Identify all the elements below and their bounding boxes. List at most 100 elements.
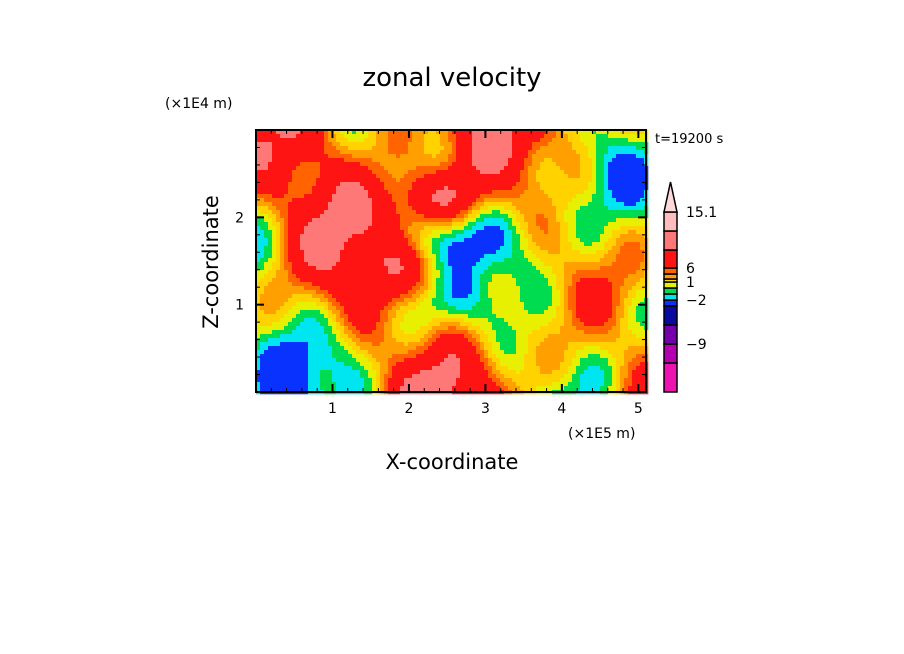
- field-cell: [624, 146, 629, 151]
- field-cell: [296, 162, 301, 167]
- field-cell: [304, 138, 309, 143]
- field-cell: [300, 178, 305, 183]
- field-cell: [576, 314, 581, 319]
- field-cell: [372, 182, 377, 187]
- field-cell: [620, 274, 625, 279]
- field-cell: [256, 230, 261, 235]
- field-cell: [532, 210, 537, 215]
- field-cell: [600, 222, 605, 227]
- field-cell: [332, 266, 337, 271]
- field-cell: [548, 290, 553, 295]
- field-cell: [352, 134, 357, 139]
- field-cell: [424, 198, 429, 203]
- field-cell: [260, 146, 265, 151]
- field-cell: [568, 242, 573, 247]
- field-cell: [308, 282, 313, 287]
- field-cell: [308, 142, 313, 147]
- field-cell: [352, 178, 357, 183]
- field-cell: [328, 158, 333, 163]
- field-cell: [520, 310, 525, 315]
- field-cell: [304, 218, 309, 223]
- field-cell: [528, 158, 533, 163]
- field-cell: [256, 290, 261, 295]
- field-cell: [532, 174, 537, 179]
- field-cell: [460, 222, 465, 227]
- field-cell: [592, 306, 597, 311]
- field-cell: [396, 198, 401, 203]
- field-cell: [584, 222, 589, 227]
- field-cell: [544, 242, 549, 247]
- field-cell: [592, 246, 597, 251]
- field-cell: [620, 202, 625, 207]
- field-cell: [276, 194, 281, 199]
- field-cell: [484, 166, 489, 171]
- field-cell: [564, 314, 569, 319]
- field-cell: [412, 226, 417, 231]
- field-cell: [520, 326, 525, 331]
- field-cell: [552, 214, 557, 219]
- field-cell: [548, 258, 553, 263]
- field-cell: [576, 234, 581, 239]
- field-cell: [380, 194, 385, 199]
- field-cell: [632, 322, 637, 327]
- field-cell: [332, 270, 337, 275]
- field-cell: [352, 190, 357, 195]
- field-cell: [500, 218, 505, 223]
- field-cell: [368, 198, 373, 203]
- field-cell: [272, 278, 277, 283]
- field-cell: [320, 130, 325, 135]
- field-cell: [536, 166, 541, 171]
- field-cell: [356, 290, 361, 295]
- field-cell: [340, 302, 345, 307]
- field-cell: [604, 194, 609, 199]
- field-cell: [304, 314, 309, 319]
- field-cell: [320, 246, 325, 251]
- field-cell: [412, 190, 417, 195]
- field-cell: [332, 318, 337, 323]
- field-cell: [260, 138, 265, 143]
- field-cell: [372, 230, 377, 235]
- field-cell: [388, 322, 393, 327]
- field-cell: [280, 282, 285, 287]
- field-cell: [464, 310, 469, 315]
- field-cell: [288, 178, 293, 183]
- field-cell: [276, 154, 281, 159]
- field-cell: [624, 246, 629, 251]
- field-cell: [480, 134, 485, 139]
- field-cell: [256, 154, 261, 159]
- field-cell: [548, 210, 553, 215]
- field-cell: [512, 218, 517, 223]
- field-cell: [492, 154, 497, 159]
- field-cell: [532, 258, 537, 263]
- field-cell: [260, 186, 265, 191]
- field-cell: [284, 266, 289, 271]
- field-cell: [380, 238, 385, 243]
- field-cell: [632, 130, 637, 135]
- field-cell: [312, 270, 317, 275]
- field-cell: [528, 258, 533, 263]
- field-cell: [580, 302, 585, 307]
- field-cell: [292, 146, 297, 151]
- field-cell: [560, 286, 565, 291]
- field-cell: [608, 146, 613, 151]
- field-cell: [324, 214, 329, 219]
- field-cell: [588, 302, 593, 307]
- field-cell: [308, 246, 313, 251]
- field-cell: [460, 130, 465, 135]
- field-cell: [384, 250, 389, 255]
- field-cell: [584, 274, 589, 279]
- field-cell: [536, 150, 541, 155]
- field-cell: [336, 138, 341, 143]
- field-cell: [632, 162, 637, 167]
- field-cell: [520, 302, 525, 307]
- field-cell: [396, 202, 401, 207]
- field-cell: [480, 302, 485, 307]
- field-cell: [296, 198, 301, 203]
- field-cell: [276, 266, 281, 271]
- field-cell: [464, 202, 469, 207]
- field-cell: [388, 302, 393, 307]
- field-cell: [640, 226, 645, 231]
- field-cell: [580, 198, 585, 203]
- field-cell: [392, 230, 397, 235]
- field-cell: [408, 202, 413, 207]
